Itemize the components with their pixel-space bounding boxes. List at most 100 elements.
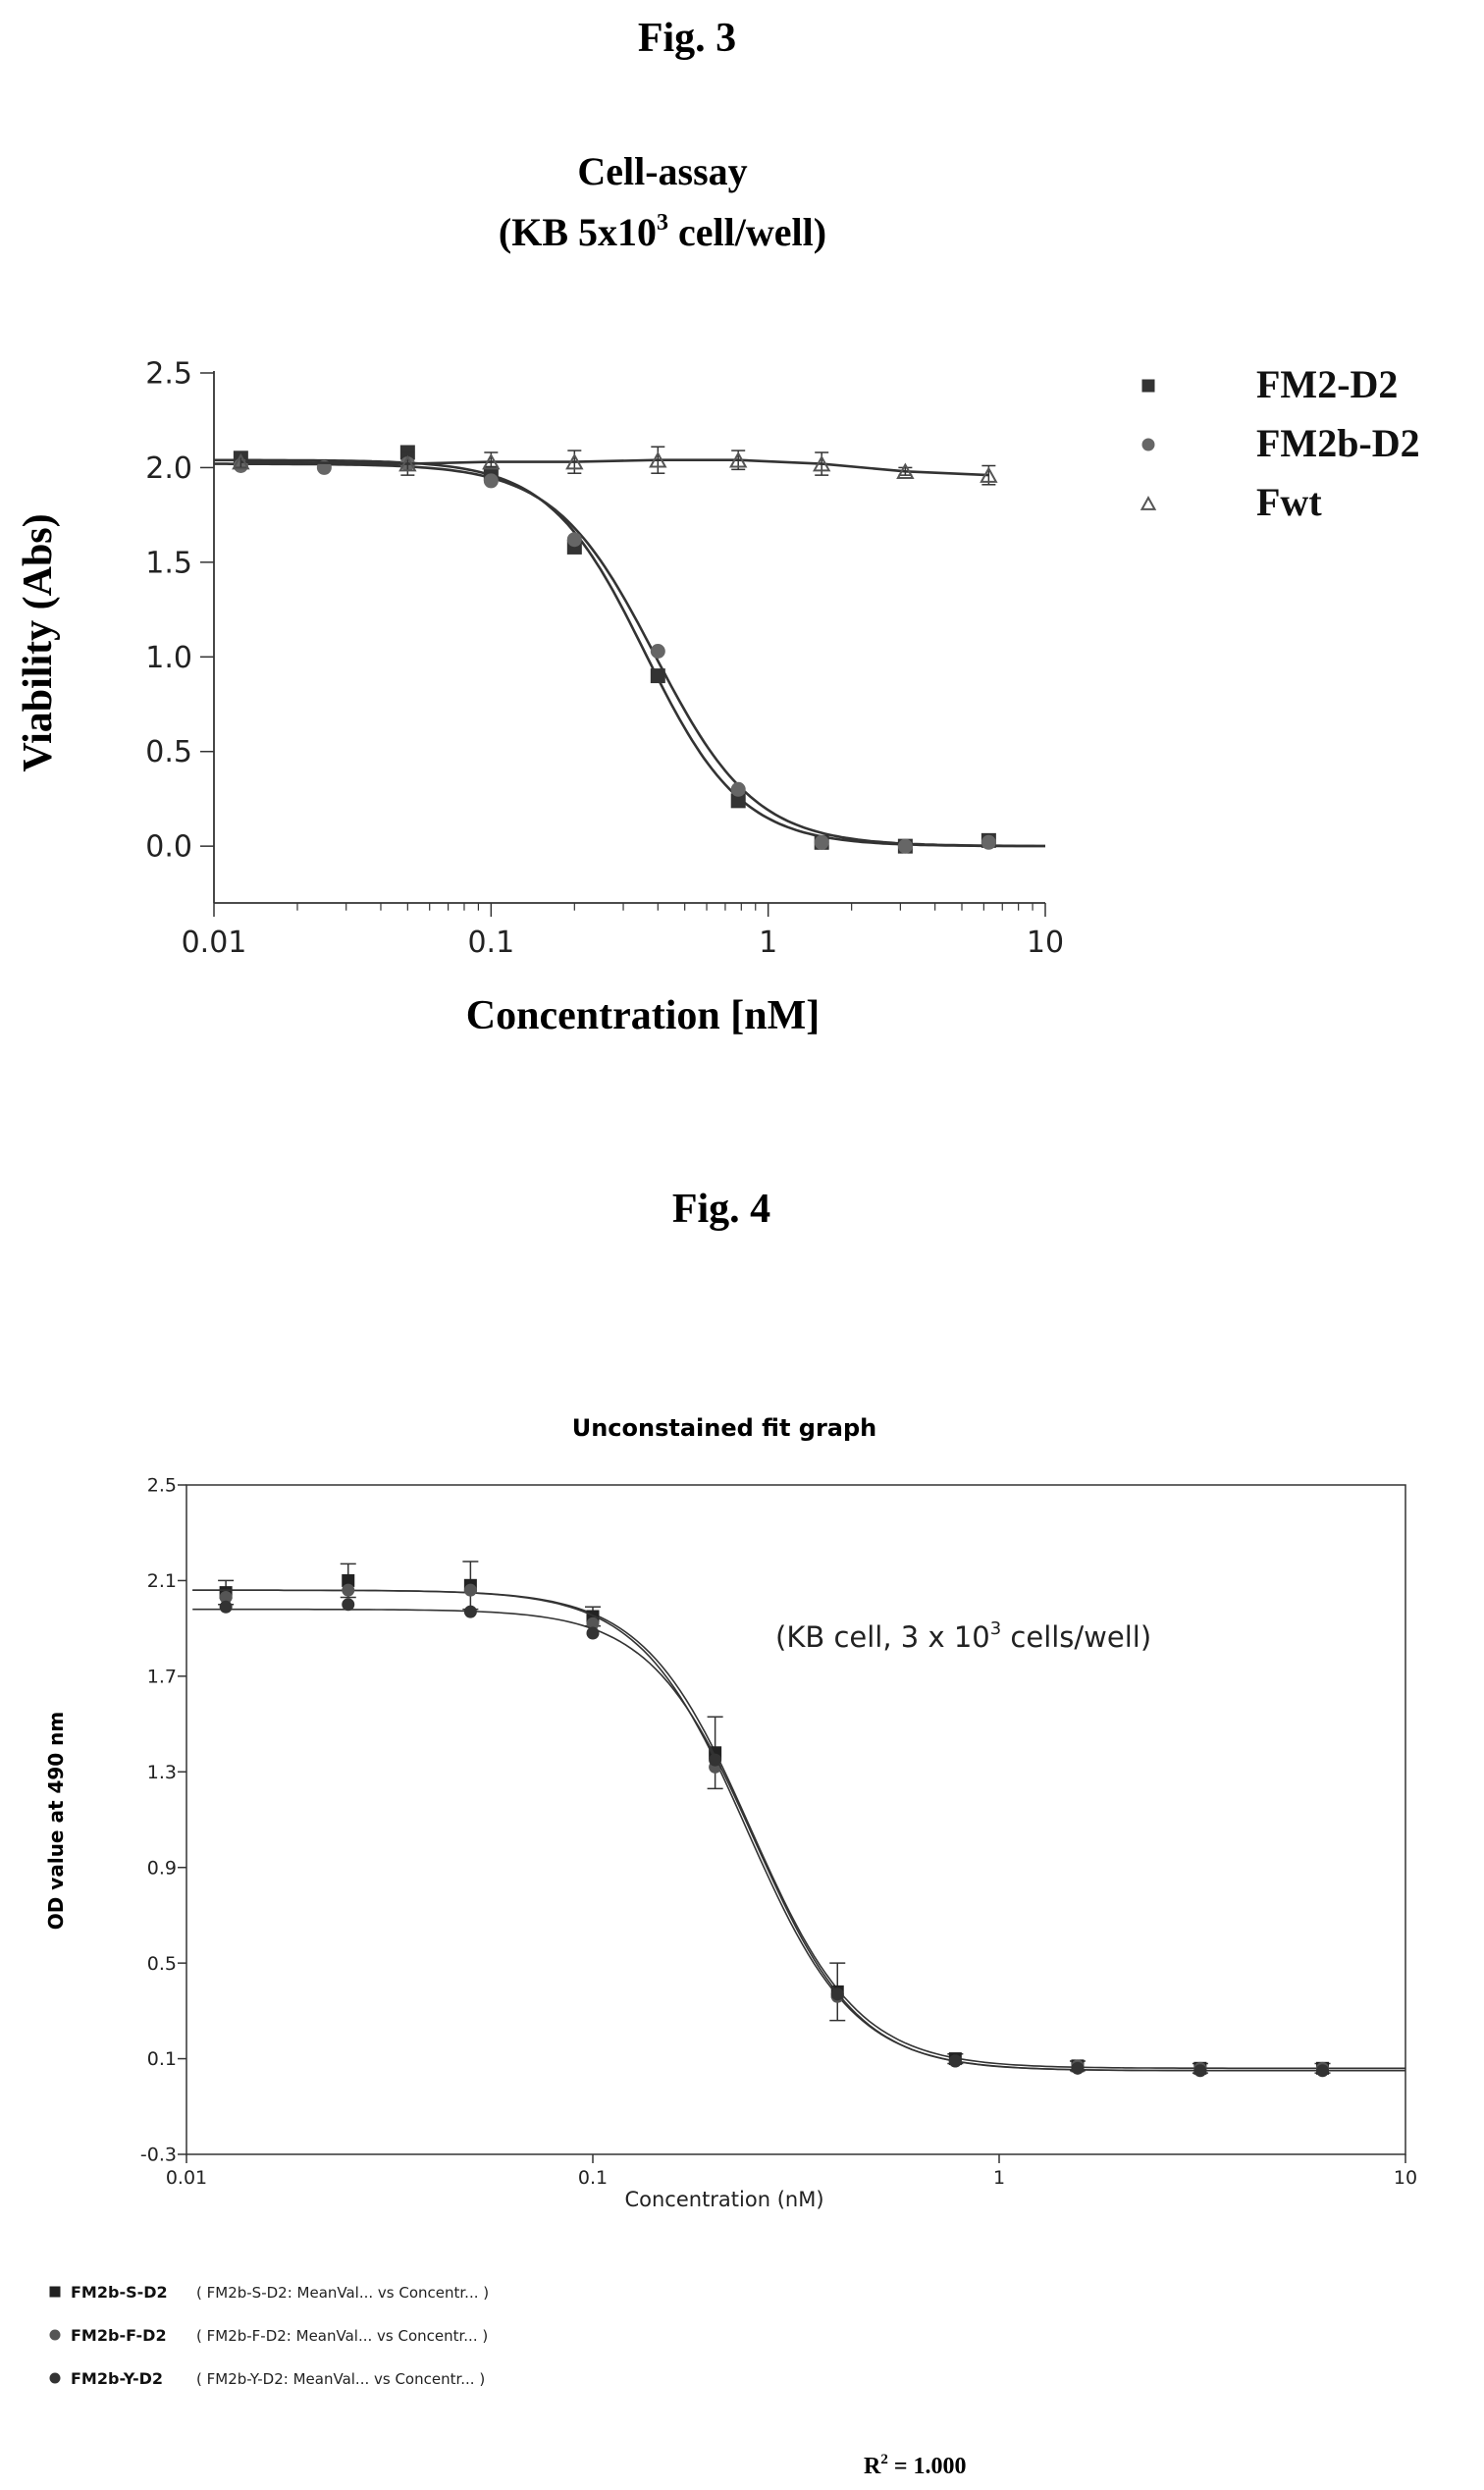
fig3-series-fm2b-d2-point [650,644,665,659]
fig4-x-tick-label: 0.01 [166,2167,207,2189]
fig4-chart-title: Unconstained fit graph [572,1414,877,1442]
fig3-chart-subtitle: (KB 5x103 cell/well) [499,210,826,254]
fig3-subtitle-tail: cell/well) [668,210,826,254]
fig4-label: Fig. 4 [672,1187,770,1232]
fig4-series-fm2b-y-d2-point [1315,2064,1329,2078]
fig3-series-fm2b-d2-point [814,834,829,850]
fig3-series-fwt-point [232,452,250,470]
fig4-series-fm2b-s-d2-point [342,1573,355,1587]
fig3-series-fwt-point [980,466,998,483]
fig3-x-tick-label: 0.01 [182,926,247,960]
fig4-series-fm2b-y-d2-point [342,1598,355,1612]
fig3-series-fwt-point [565,452,584,470]
fig4-series-fm2b-y-d2-curve [192,1608,1405,2072]
fig4-x-axis-label: Concentration (nM) [624,2188,823,2211]
fig4-plot-frame [186,1484,1406,2155]
fig4-legend-fm2b-s-d2-detail: ( FM2b-S-D2: MeanVal... vs Concentr... ) [196,2284,489,2302]
fig4-legend-fm2b-f-d2-label: FM2b-F-D2 [71,2326,167,2345]
fig4-series-fm2b-f-d2-curve [192,1589,1405,2072]
fig3-legend-fm2-d2-marker [1141,379,1155,393]
fig4-legend-fm2b-y-d2-detail: ( FM2b-Y-D2: MeanVal... vs Concentr... ) [196,2370,485,2388]
r-squared-sup: 2 [880,2452,888,2467]
fig4-series-fm2b-y-d2-point [463,1605,477,1618]
fig4-series-fm2b-y-d2-point [586,1626,600,1640]
fig4-series-fm2b-f-d2-point [586,1616,600,1630]
fig3-series-fm2b-d2-point [483,473,499,489]
fig4-x-tick-label: 10 [1394,2167,1417,2189]
fig3-y-tick-label: 1.5 [145,546,192,580]
fig4-legend-fm2b-y-d2-label: FM2b-Y-D2 [71,2369,163,2388]
fig4-series-fm2b-f-d2-point [463,1583,477,1597]
fig3-series-fm2b-d2-curve [214,462,1045,848]
fig3-y-tick-label: 2.0 [145,451,192,486]
fig4-annotation-sup: 3 [990,1618,1001,1639]
fig3-subtitle-sup: 3 [657,210,668,236]
fig4-y-axis-label: OD value at 490 nm [44,1712,68,1931]
fig3-plot-area: 0.01 0.1 1 10 0.0 0.5 1.0 1.5 2.0 2.5 [145,357,1064,961]
fig4-x-tick-label: 0.1 [578,2167,608,2189]
fig3-series-fm2b-d2-point [730,781,746,797]
fig3-y-tick-label: 0.0 [145,830,192,865]
fig4-annotation: (KB cell, 3 x 103 cells/well) [775,1618,1151,1654]
fig4-series-fm2b-s-d2-curve [192,1589,1405,2070]
fig4-legend-fm2b-y-d2-marker [49,2372,61,2384]
fig3-y-axis-label: Viability (Abs) [16,513,61,771]
fig4-series-fm2b-y-d2-point [1071,2061,1085,2075]
fig4-y-tick-label: 0.1 [147,2048,177,2070]
fig3-series-fm2b-d2-point [980,834,996,850]
fig3-series-fm2b-d2-point [566,532,582,548]
fig3-legend-fm2b-d2-label: FM2b-D2 [1256,421,1420,465]
fig4-y-tick-label: 1.7 [147,1667,177,1688]
fig3-series-fwt-point [398,454,417,472]
fig3-legend: FM2-D2 FM2b-D2 Fwt [1140,362,1420,524]
fig4-legend-fm2b-f-d2-marker [49,2329,61,2341]
fig3-series-fm2-d2-point [730,793,746,809]
fig3-subtitle-head: (KB 5x10 [499,210,657,254]
fig3-y-tick-label: 1.0 [145,641,192,675]
fig3-legend-fwt-label: Fwt [1256,480,1322,524]
fig4-legend: FM2b-S-D2 ( FM2b-S-D2: MeanVal... vs Conc… [49,2283,489,2388]
fig3-series-fwt-curve [240,458,989,477]
fig3-x-axis-label: Concentration [nM] [466,993,820,1038]
fig3-chart-title: Cell-assay [577,149,747,193]
fig3-label: Fig. 3 [638,16,736,61]
r-squared-footer: R2 = 1.000 [864,2452,967,2479]
fig4-plot-area: 0.01 0.1 1 10 -0.3 0.1 0.5 0.9 1.3 1.7 2.1 2.5 [140,1475,1417,2189]
fig3-legend-fm2b-d2-marker [1141,438,1155,451]
fig3-y-tick-label: 0.5 [145,735,192,769]
fig4-legend-fm2b-s-d2-marker [49,2286,61,2298]
fig3-x-tick-label: 0.1 [467,926,514,960]
r-squared-label: R [864,2454,881,2479]
fig3-series-fwt-point [729,450,748,468]
fig4-y-tick-label: 0.9 [147,1857,177,1879]
fig3-series-fwt-point [482,452,501,470]
fig4-series-fm2b-f-d2-point [219,1590,233,1604]
fig3-series-fm2b-d2-point [897,838,913,854]
fig4-y-tick-label: -0.3 [140,2145,177,2166]
fig4-x-tick-label: 1 [993,2167,1005,2189]
fig3-series-fwt-point [649,450,667,468]
fig4-y-tick-label: 0.5 [147,1953,177,1975]
fig4-series-fm2b-y-d2-point [219,1600,233,1614]
fig4-y-tick-label: 1.3 [147,1762,177,1783]
fig3-x-tick-label: 1 [759,926,777,960]
fig4-series-fm2b-y-d2-point [709,1753,722,1767]
fig4-y-tick-label: 2.1 [147,1570,177,1592]
fig4-series-fm2b-f-d2-point [342,1583,355,1597]
fig4-y-tick-label: 2.5 [147,1475,177,1497]
fig3-series-fwt-point [812,454,831,472]
fig3-y-tick-label: 2.5 [145,357,192,392]
fig3-series-fwt-point [896,462,915,480]
fig4-annotation-tail: cells/well) [1001,1620,1151,1654]
fig4-series-fm2b-y-d2-point [1193,2064,1207,2078]
fig3-legend-fwt-marker [1140,496,1157,510]
fig4-series-fm2b-y-d2-point [830,1987,844,2001]
fig3-legend-fm2-d2-label: FM2-D2 [1256,362,1398,406]
fig4-legend-fm2b-f-d2-detail: ( FM2b-F-D2: MeanVal... vs Concentr... ) [196,2327,488,2345]
r-squared-value: = 1.000 [888,2454,967,2479]
fig3-series-fm2-d2-point [650,668,665,684]
fig3-series-fm2-d2-curve [214,458,1045,848]
fig4-legend-fm2b-s-d2-label: FM2b-S-D2 [71,2283,168,2302]
fig4-annotation-head: (KB cell, 3 x 10 [775,1620,990,1654]
